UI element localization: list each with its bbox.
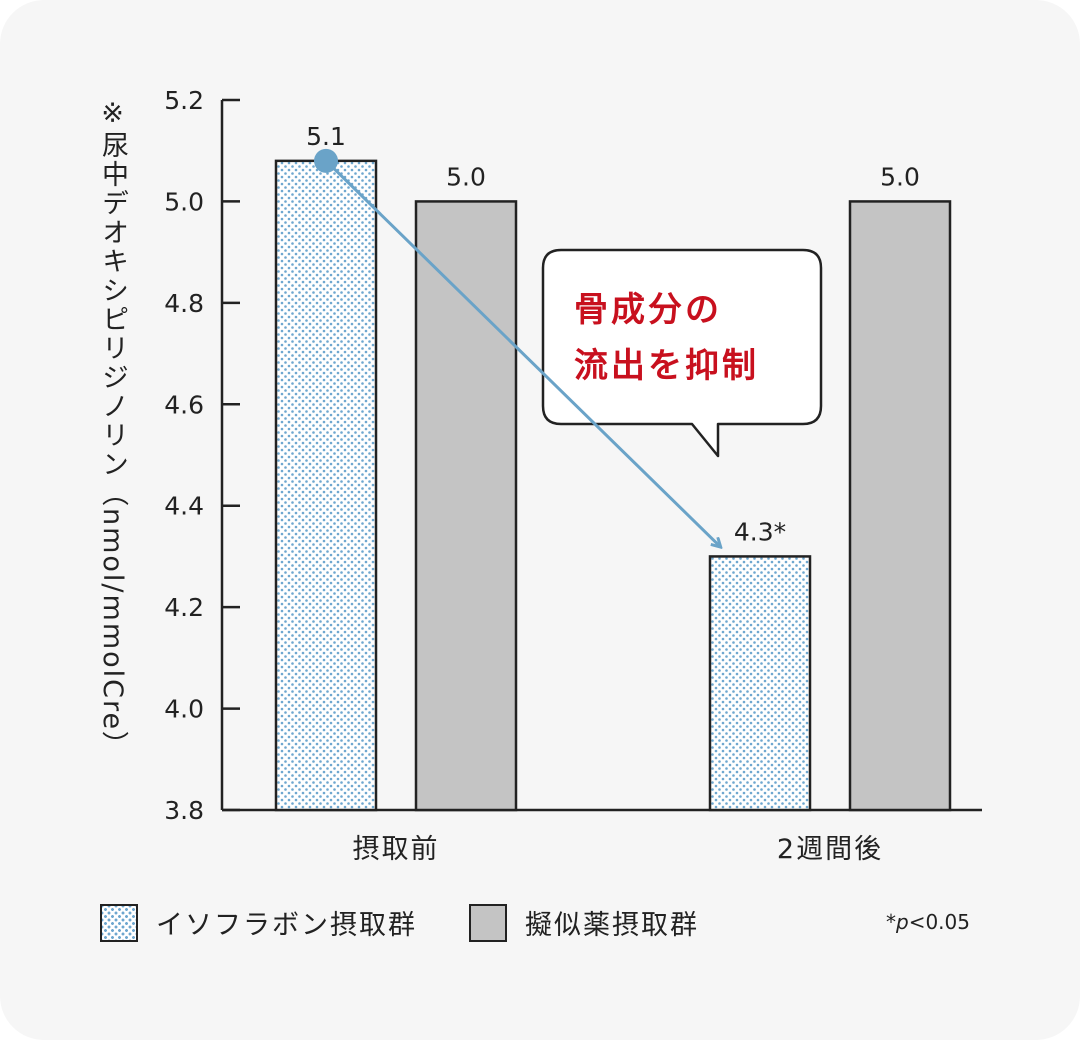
trend-arrow [324,159,720,547]
y-tick-label: 5.2 [164,86,204,115]
footnote-p: p [896,910,909,934]
bar-isoflavone-0 [274,159,378,812]
callout-text: 骨成分の 流出を抑制 [574,282,759,394]
callout-line-2: 流出を抑制 [574,346,759,386]
legend-label-placebo: 擬似薬摂取群 [525,910,699,941]
bar-placebo-0 [414,200,518,812]
footnote-threshold: <0.05 [908,910,970,934]
bar-value-label: 4.3* [734,517,786,546]
y-axis-label: ※尿中デオキシピリジノリン（nmol/mmolCre） [97,98,128,761]
y-tick-label: 4.8 [164,289,204,318]
y-tick-label: 4.4 [164,492,204,521]
x-category-label: 摂取前 [353,834,440,865]
legend: イソフラボン摂取群 擬似薬摂取群 [100,903,751,942]
bar-value-label: 5.0 [446,162,486,191]
x-category-label: 2週間後 [777,834,883,865]
bar-value-label: 5.0 [880,162,920,191]
callout-line-1: 骨成分の [574,290,722,330]
y-tick-label: 3.8 [164,796,204,825]
legend-swatch-dotted [100,903,138,942]
bar-isoflavone-1 [708,555,812,812]
bar-placebo-1 [848,200,952,812]
legend-item-isoflavone: イソフラボン摂取群 [100,903,417,942]
legend-label-isoflavone: イソフラボン摂取群 [156,910,417,941]
legend-item-placebo: 擬似薬摂取群 [469,903,699,942]
arrow-start-dot [314,148,338,173]
legend-swatch-gray [469,903,507,942]
speech-bubble [541,248,823,458]
y-tick-label: 4.0 [164,695,204,724]
bar-value-label: 5.1 [306,122,346,151]
y-tick-label: 5.0 [164,187,204,216]
y-tick-label: 4.2 [164,593,204,622]
footnote-star: * [886,910,896,934]
significance-footnote: *p<0.05 [886,910,970,934]
y-tick-label: 4.6 [164,390,204,419]
